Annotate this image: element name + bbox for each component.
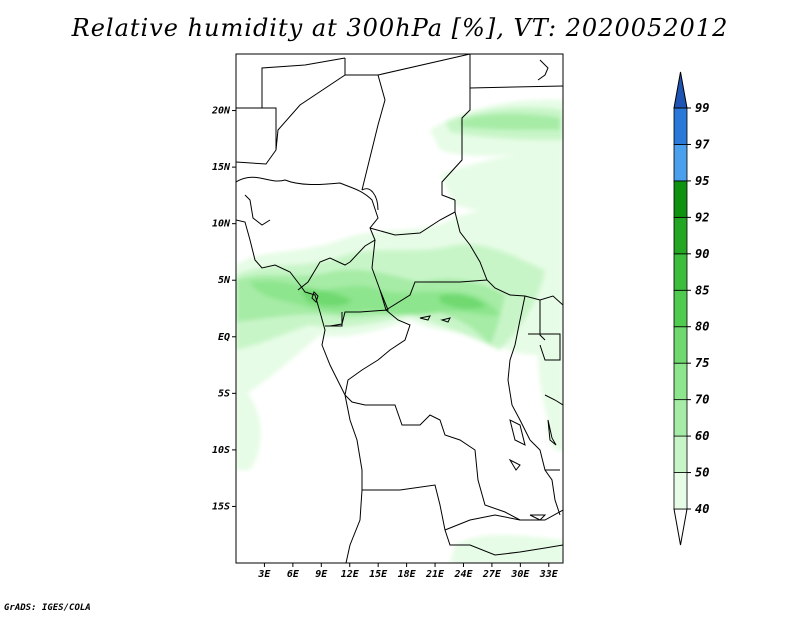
lon-tick-label: 9E [315,569,328,580]
colorbar-segment [673,399,688,437]
lon-tick-label: 27E [482,569,502,580]
colorbar-label: 97 [695,137,710,151]
colorbar-segment [673,216,688,255]
humidity-area-40-angola [236,380,261,470]
humidity-area-60-north [460,113,560,130]
lat-tick-label: 5N [218,275,231,286]
lon-tick-labels: 3E 6E 9E 12E 15E 18E 21E 24E 27E 30E 33E [257,563,559,580]
humidity-area-40-east [440,150,563,217]
chart-title: Relative humidity at 300hPa [%], VT: 202… [71,14,729,42]
lon-tick-label: 21E [425,569,445,580]
lat-tick-label: 20N [211,106,231,117]
lat-tick-label: 10S [212,445,230,456]
lat-tick-label: 10N [212,219,231,230]
humidity-area-40-south [450,535,563,563]
colorbar-label: 70 [695,393,709,407]
colorbar-label: 99 [695,101,709,115]
colorbar-label: 40 [695,502,709,516]
colorbar-segment [673,289,688,328]
colorbar-segment [673,180,688,218]
colorbar-label: 92 [695,210,709,224]
colorbar-label: 50 [695,466,709,480]
colorbar-label: 75 [695,356,709,370]
lon-tick-label: 15E [369,569,388,580]
map-frame [235,53,564,564]
lon-tick-label: 33E [539,569,559,580]
humidity-area-70 [250,280,500,316]
lon-tick-label: 3E [257,569,271,580]
colorbar-segment [673,435,688,473]
colorbar-segment [673,144,688,182]
lon-tick-label: 6E [287,569,300,580]
colorbar-segment [673,326,688,364]
footer-credit: GrADS: IGES/COLA [4,603,91,613]
lat-tick-labels: 20N 15N 10N 5N EQ 5S 10S 15S [211,106,236,512]
colorbar-arrow-high [673,71,688,109]
colorbar-segment [673,472,688,510]
colorbar-label: 90 [695,247,709,261]
lat-tick-label: EQ [218,332,230,343]
colorbar-segment [673,253,688,291]
colorbar-segment [673,107,688,145]
colorbar-label: 80 [695,320,709,334]
colorbar-label: 60 [695,429,709,443]
lat-tick-label: 5S [218,388,230,399]
lon-tick-label: 18E [398,569,417,580]
lon-tick-label: 24E [453,569,473,580]
colorbar-segment [673,362,688,401]
colorbar-label: 95 [695,174,709,188]
humidity-area-75-east [440,294,486,309]
colorbar-label: 85 [695,283,709,297]
country-borders [236,54,563,563]
lon-tick-label: 30E [510,569,530,580]
colorbar-arrow-low [673,508,688,546]
lat-tick-label: 15N [212,162,231,173]
humidity-field [236,54,563,563]
lon-tick-label: 12E [341,569,360,580]
lat-tick-label: 15S [212,501,230,512]
colorbar: 40 50 60 70 75 80 85 90 92 95 97 99 [673,71,710,546]
